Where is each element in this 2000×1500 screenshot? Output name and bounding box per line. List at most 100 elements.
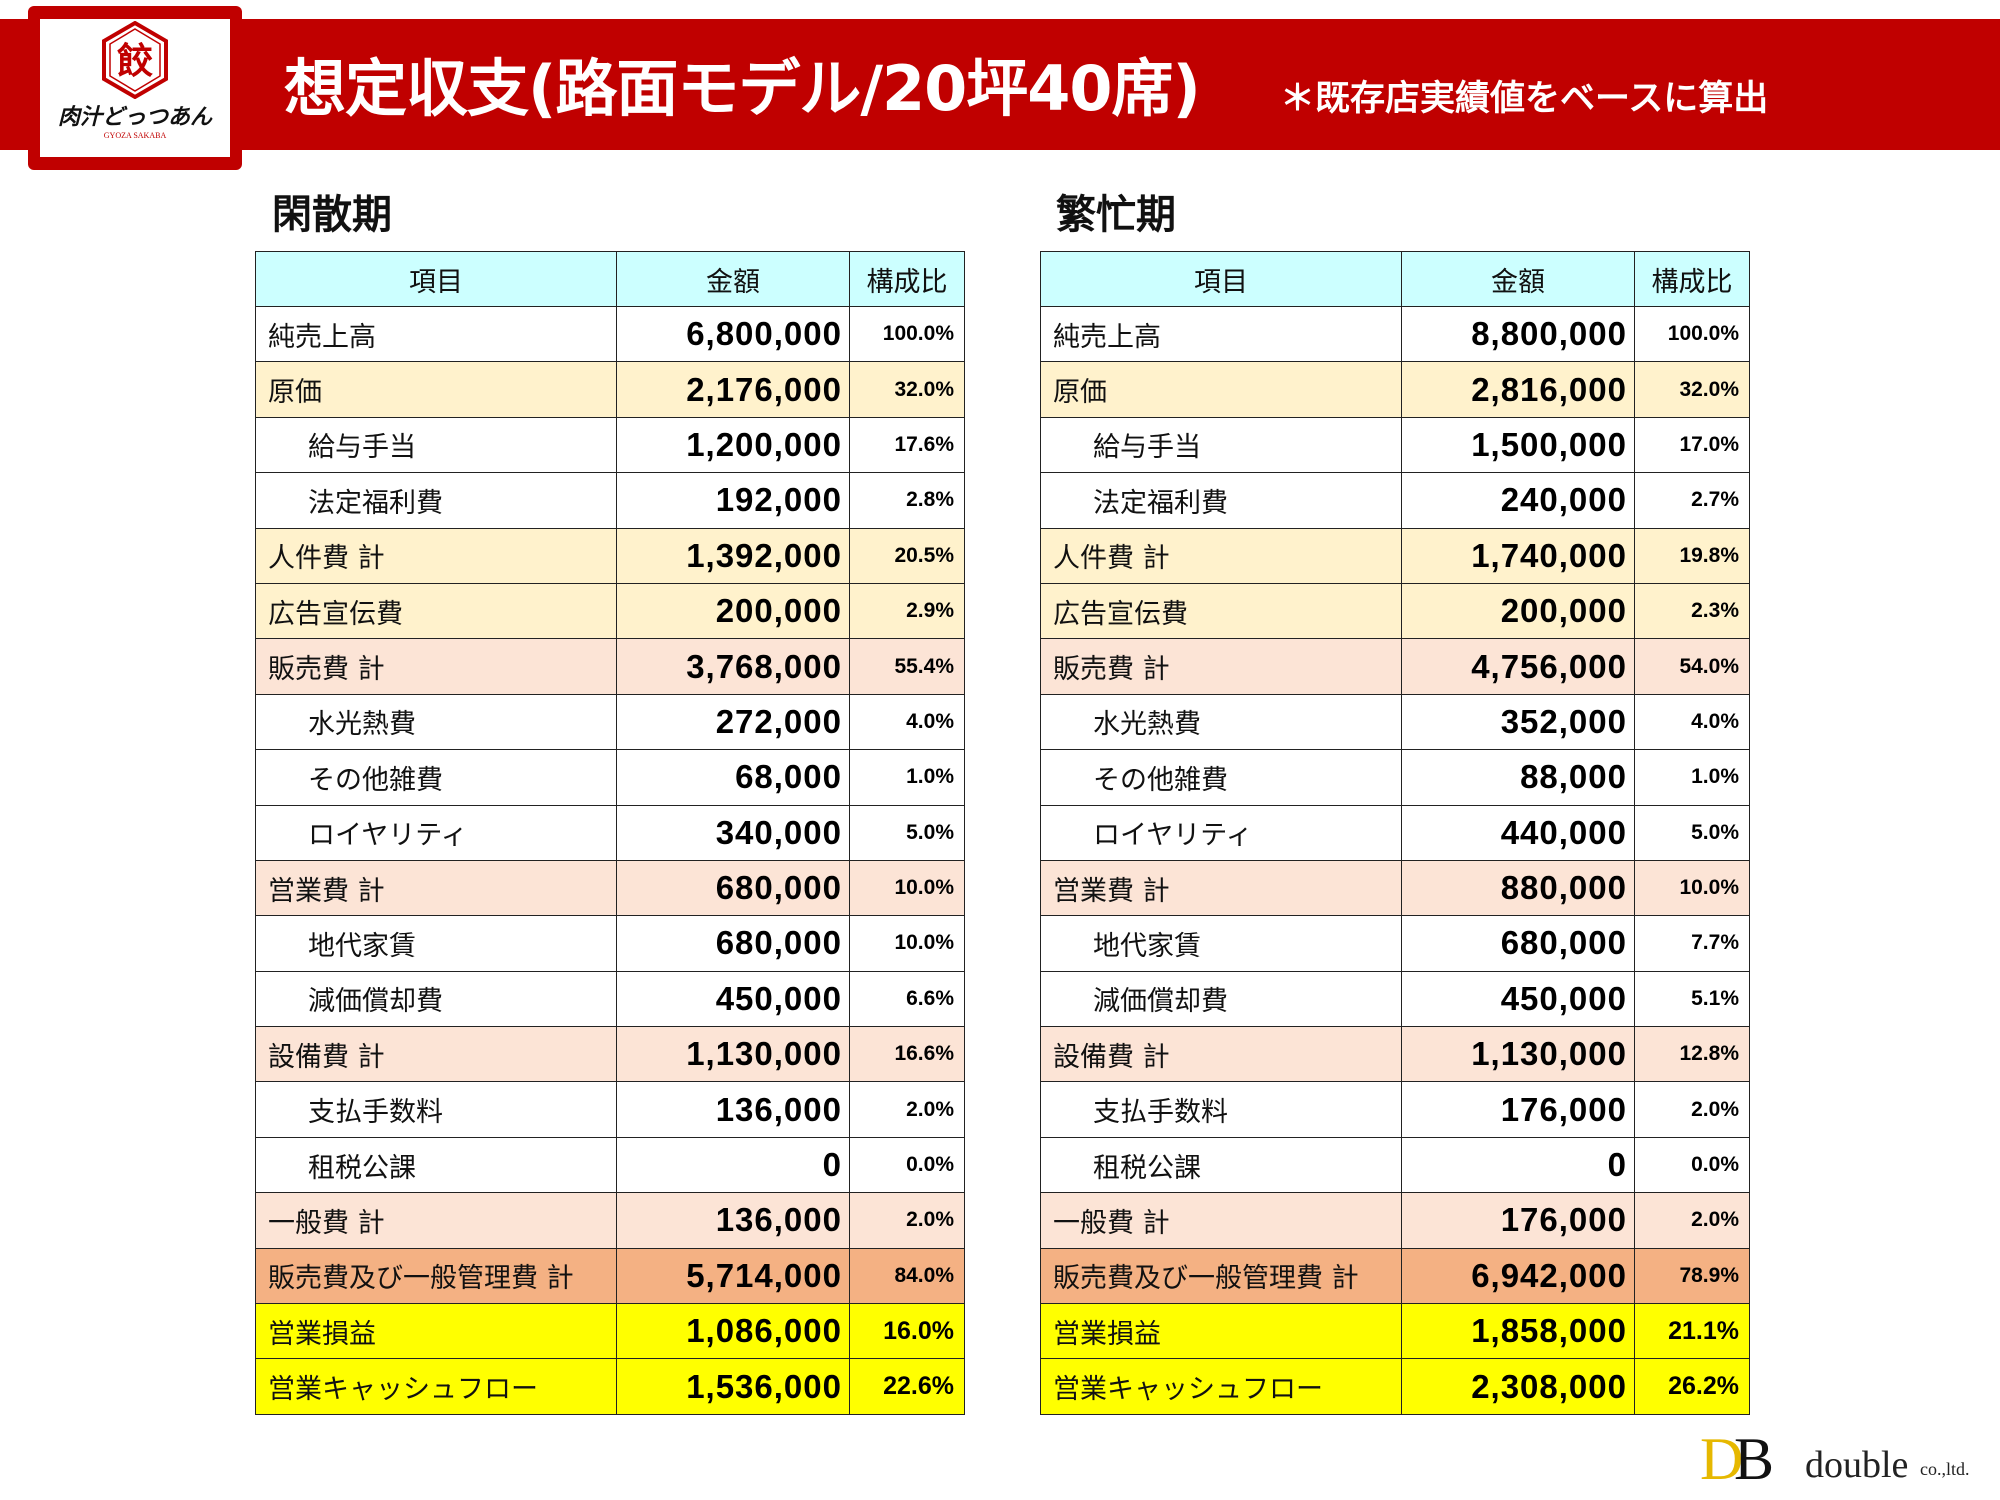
row-ratio: 26.2% [1634, 1358, 1750, 1415]
brand-logo: 餃 肉汁どっつあん GYOZA SAKABA [28, 6, 242, 170]
table-row: 原価 2,816,000 32.0% [1040, 361, 1750, 418]
table-row: その他雑費 88,000 1.0% [1040, 749, 1750, 806]
row-amount: 176,000 [1401, 1192, 1635, 1249]
table-row: 一般費 計 136,000 2.0% [255, 1192, 965, 1249]
table-row: 設備費 計 1,130,000 16.6% [255, 1026, 965, 1083]
row-ratio: 2.0% [1634, 1081, 1750, 1138]
row-ratio: 1.0% [849, 749, 965, 806]
row-ratio: 2.9% [849, 582, 965, 640]
column-header: 項目 [1040, 251, 1402, 307]
row-amount: 200,000 [616, 582, 850, 640]
table-row: 租税公課 0 0.0% [255, 1136, 965, 1194]
page-subtitle: ＊既存店実績値をベースに算出 [1280, 79, 1769, 119]
row-ratio: 21.1% [1634, 1303, 1750, 1360]
table-row: 営業損益 1,086,000 16.0% [255, 1303, 965, 1360]
row-amount: 192,000 [616, 472, 850, 529]
column-header: 項目 [255, 251, 617, 307]
row-label: 純売上高 [1040, 305, 1402, 363]
logo-wordmark: 肉汁どっつあん [57, 104, 212, 130]
svg-text:餃: 餃 [117, 40, 153, 82]
row-ratio: 2.3% [1634, 582, 1750, 640]
row-ratio: 2.0% [1634, 1192, 1750, 1249]
row-amount: 450,000 [616, 970, 850, 1028]
table-row: 広告宣伝費 200,000 2.9% [255, 582, 965, 640]
row-ratio: 16.0% [849, 1303, 965, 1360]
table-row: ロイヤリティ 440,000 5.0% [1040, 804, 1750, 861]
row-ratio: 20.5% [849, 527, 965, 584]
row-ratio: 10.0% [849, 859, 965, 917]
row-label: 営業費 計 [255, 859, 617, 917]
row-label: 地代家賃 [255, 915, 617, 972]
page-title: 想定収支(路面モデル/20坪40席) [284, 52, 1201, 125]
row-amount: 340,000 [616, 804, 850, 861]
table-header-row: 項目 金額 構成比 [1040, 251, 1750, 307]
row-amount: 272,000 [616, 693, 850, 751]
row-amount: 1,740,000 [1401, 527, 1635, 584]
row-ratio: 55.4% [849, 638, 965, 695]
table-row: 販売費及び一般管理費 計 6,942,000 78.9% [1040, 1247, 1750, 1305]
row-amount: 5,714,000 [616, 1247, 850, 1305]
row-label: その他雑費 [255, 749, 617, 806]
row-amount: 136,000 [616, 1081, 850, 1138]
logo-subtitle: GYOZA SAKABA [103, 131, 167, 140]
table-row: 減価償却費 450,000 5.1% [1040, 970, 1750, 1028]
row-amount: 6,800,000 [616, 305, 850, 363]
table-row: 営業損益 1,858,000 21.1% [1040, 1303, 1750, 1360]
row-amount: 1,130,000 [1401, 1026, 1635, 1083]
table-row: 給与手当 1,500,000 17.0% [1040, 416, 1750, 474]
table-row: 法定福利費 192,000 2.8% [255, 472, 965, 529]
table-row: 営業費 計 680,000 10.0% [255, 859, 965, 917]
row-label: 原価 [255, 361, 617, 418]
table-row: 地代家賃 680,000 7.7% [1040, 915, 1750, 972]
row-amount: 2,816,000 [1401, 361, 1635, 418]
row-amount: 88,000 [1401, 749, 1635, 806]
section-title-peak-season: 繁忙期 [1056, 192, 1176, 238]
row-label: 営業損益 [255, 1303, 617, 1360]
row-ratio: 32.0% [849, 361, 965, 418]
table-row: 営業キャッシュフロー 1,536,000 22.6% [255, 1358, 965, 1415]
row-label: 営業損益 [1040, 1303, 1402, 1360]
row-ratio: 19.8% [1634, 527, 1750, 584]
row-amount: 1,200,000 [616, 416, 850, 474]
row-label: 支払手数料 [255, 1081, 617, 1138]
table-row: 支払手数料 136,000 2.0% [255, 1081, 965, 1138]
row-ratio: 5.0% [1634, 804, 1750, 861]
row-amount: 136,000 [616, 1192, 850, 1249]
row-label: 人件費 計 [255, 527, 617, 584]
table-row: 原価 2,176,000 32.0% [255, 361, 965, 418]
table-row: 水光熱費 352,000 4.0% [1040, 693, 1750, 751]
row-label: 給与手当 [1040, 416, 1402, 474]
row-label: その他雑費 [1040, 749, 1402, 806]
table-row: 一般費 計 176,000 2.0% [1040, 1192, 1750, 1249]
table-row: 営業費 計 880,000 10.0% [1040, 859, 1750, 917]
table-row: 純売上高 6,800,000 100.0% [255, 305, 965, 363]
row-ratio: 84.0% [849, 1247, 965, 1305]
row-label: 地代家賃 [1040, 915, 1402, 972]
row-amount: 1,392,000 [616, 527, 850, 584]
row-label: 販売費 計 [1040, 638, 1402, 695]
row-amount: 680,000 [616, 915, 850, 972]
gyoza-hexagon-emblem-icon: 餃 [102, 21, 168, 99]
section-title-off-season: 閑散期 [272, 192, 392, 238]
row-ratio: 54.0% [1634, 638, 1750, 695]
row-amount: 1,500,000 [1401, 416, 1635, 474]
row-amount: 1,130,000 [616, 1026, 850, 1083]
table-row: 支払手数料 176,000 2.0% [1040, 1081, 1750, 1138]
row-ratio: 2.7% [1634, 472, 1750, 529]
row-ratio: 16.6% [849, 1026, 965, 1083]
peak-season-table: 項目 金額 構成比 純売上高 8,800,000 100.0% 原価 2,816,000 32.… [1040, 251, 1750, 1415]
row-ratio: 100.0% [849, 305, 965, 363]
table-row: その他雑費 68,000 1.0% [255, 749, 965, 806]
row-label: 法定福利費 [1040, 472, 1402, 529]
row-ratio: 4.0% [849, 693, 965, 751]
column-header: 金額 [1401, 251, 1635, 307]
row-amount: 1,858,000 [1401, 1303, 1635, 1360]
row-amount: 200,000 [1401, 582, 1635, 640]
row-label: 営業キャッシュフロー [255, 1358, 617, 1415]
row-amount: 0 [616, 1136, 850, 1194]
row-amount: 4,756,000 [1401, 638, 1635, 695]
row-ratio: 5.0% [849, 804, 965, 861]
table-row: 販売費 計 3,768,000 55.4% [255, 638, 965, 695]
table-row: 水光熱費 272,000 4.0% [255, 693, 965, 751]
table-row: 純売上高 8,800,000 100.0% [1040, 305, 1750, 363]
